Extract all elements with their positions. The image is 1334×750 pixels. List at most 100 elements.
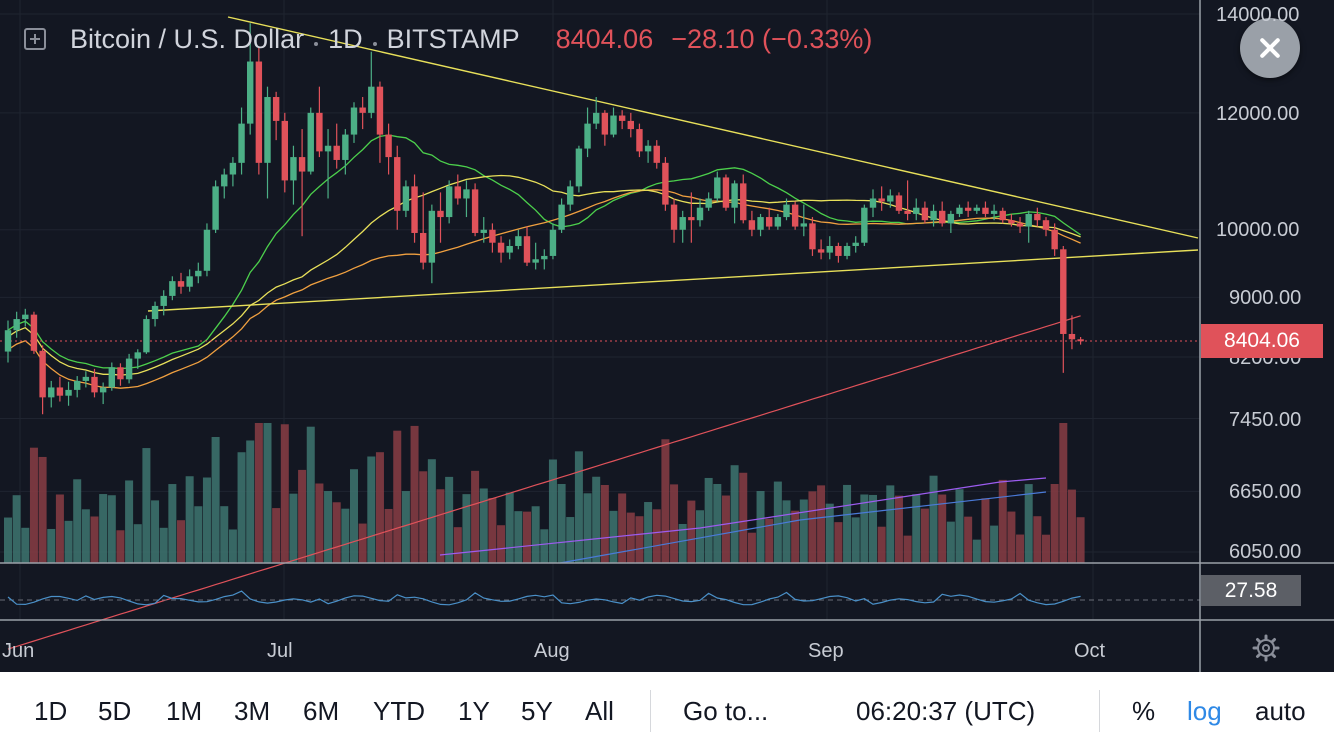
- range-button-5y[interactable]: 5Y: [521, 696, 553, 726]
- candle-body: [497, 242, 505, 253]
- volume-bar: [687, 500, 696, 563]
- candle-body: [973, 207, 980, 211]
- volume-bar: [298, 469, 307, 563]
- candle-body: [22, 314, 29, 320]
- candle-body: [229, 162, 237, 175]
- volume-bar: [73, 479, 82, 563]
- volume-bar: [972, 539, 981, 563]
- volume-bar: [384, 508, 393, 563]
- log-scale-toggle[interactable]: log: [1187, 696, 1222, 726]
- candle-body: [1060, 249, 1067, 334]
- candle-body: [48, 387, 55, 398]
- range-button-6m[interactable]: 6M: [303, 696, 340, 726]
- candle-body: [584, 123, 591, 149]
- chart-area[interactable]: Bitcoin / U.S. Dollar 1D BITSTAMP 8404.0…: [0, 0, 1334, 672]
- volume-bar: [670, 484, 679, 563]
- volume-bar: [47, 528, 56, 563]
- chart-canvas[interactable]: [0, 0, 1334, 672]
- candle-body: [1042, 220, 1050, 230]
- candle-body: [125, 358, 133, 380]
- candle-body: [783, 204, 790, 218]
- range-button-5d[interactable]: 5D: [98, 696, 132, 726]
- volume-bar: [903, 535, 912, 563]
- volume-bar: [981, 498, 990, 563]
- range-button-all[interactable]: All: [585, 696, 614, 726]
- volume-bar: [834, 522, 843, 563]
- auto-scale-toggle[interactable]: auto: [1255, 696, 1306, 726]
- volume-bar: [254, 423, 263, 563]
- close-button[interactable]: [1240, 18, 1300, 78]
- plus-square-icon[interactable]: [24, 28, 46, 50]
- candle-body: [1008, 220, 1015, 224]
- candle-body: [428, 210, 436, 263]
- separator-dot: [372, 42, 377, 46]
- range-button-ytd[interactable]: YTD: [373, 696, 425, 726]
- candle-body: [930, 210, 937, 221]
- percent-scale-toggle[interactable]: %: [1132, 696, 1156, 726]
- volume-bar: [488, 498, 497, 563]
- candle-body: [558, 204, 565, 230]
- volume-bar: [1033, 516, 1042, 563]
- volume-bar: [263, 423, 272, 563]
- range-button-1y[interactable]: 1Y: [458, 696, 490, 726]
- volume-bar: [419, 471, 428, 563]
- volume-bar: [289, 493, 298, 563]
- volume-bar: [886, 485, 895, 563]
- range-button-1m[interactable]: 1M: [166, 696, 203, 726]
- volume-bar: [920, 508, 929, 563]
- volume-bar: [410, 425, 419, 563]
- utc-clock[interactable]: 06:20:37 (UTC): [856, 696, 1036, 726]
- volume-bar: [860, 494, 869, 563]
- volume-bar: [280, 424, 289, 563]
- volume-bar: [817, 485, 826, 563]
- volume-bar: [324, 491, 333, 563]
- range-button-1d[interactable]: 1D: [34, 696, 68, 726]
- range-button-3m[interactable]: 3M: [234, 696, 271, 726]
- volume-bar: [1050, 484, 1059, 563]
- volume-bar: [125, 480, 134, 563]
- price-tick: 6650.00: [1229, 481, 1302, 503]
- trend-line-lower: [147, 249, 1199, 312]
- volume-bar: [782, 500, 791, 563]
- moving-averages: [7, 134, 1081, 650]
- candle-body: [921, 207, 929, 221]
- volume-bar: [540, 529, 549, 563]
- candle-body: [368, 86, 375, 113]
- candle-body: [195, 270, 202, 277]
- candle-body: [56, 387, 64, 396]
- candle-body: [679, 217, 686, 230]
- candle-body: [878, 198, 885, 202]
- gear-icon[interactable]: [1252, 634, 1280, 662]
- volume-bar: [877, 526, 886, 563]
- volume-bar: [652, 509, 661, 563]
- candle-body: [869, 198, 877, 208]
- rsi-indicator: [0, 590, 1200, 606]
- ma-line-long: [7, 315, 1081, 650]
- candle-body: [1077, 339, 1084, 342]
- candle-body: [1025, 213, 1032, 227]
- volume-bar: [436, 489, 445, 563]
- volume-bar: [151, 500, 160, 563]
- candle-body: [549, 229, 557, 256]
- candle-body: [913, 207, 920, 214]
- trend-lines: [0, 16, 1200, 342]
- goto-button[interactable]: Go to...: [683, 696, 769, 726]
- candle-body: [186, 276, 193, 287]
- exchange-label: BITSTAMP: [386, 23, 520, 54]
- time-label: Sep: [808, 640, 844, 662]
- volume-bar: [116, 530, 125, 563]
- candle-body: [593, 112, 600, 124]
- volume-bar: [566, 517, 575, 563]
- volume-bar: [548, 459, 557, 563]
- volume-bar: [4, 517, 12, 563]
- price-change-value: −28.10 (−0.33%): [671, 23, 873, 54]
- candle-body: [290, 157, 297, 181]
- volume-bar: [583, 493, 592, 563]
- price-tick: 14000.00: [1216, 4, 1300, 26]
- candle-body: [463, 189, 470, 199]
- candle-body: [238, 123, 245, 163]
- interval-label[interactable]: 1D: [328, 23, 363, 54]
- volume-bar: [220, 506, 229, 563]
- candle-body: [757, 217, 764, 230]
- candle-body: [688, 217, 695, 221]
